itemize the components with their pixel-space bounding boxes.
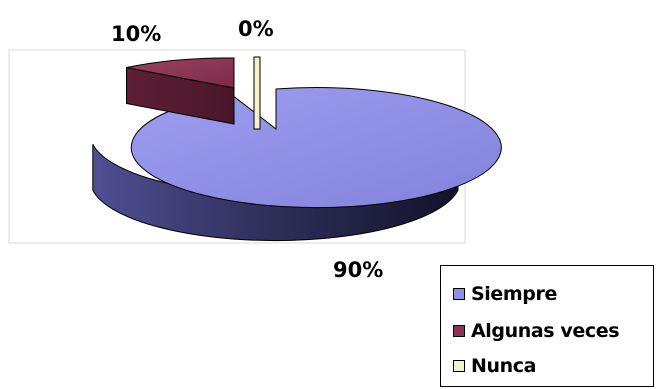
legend-label-siempre: Siempre <box>471 283 557 305</box>
nunca-slice <box>253 56 261 130</box>
legend-item-algunas-veces: Algunas veces <box>453 319 620 343</box>
algunas-veces-slice-top <box>126 57 235 89</box>
legend-swatch-nunca <box>453 360 465 372</box>
legend: Siempre Algunas veces Nunca <box>440 265 654 387</box>
label-algunas-veces-percent: 10% <box>111 22 161 46</box>
legend-swatch-siempre <box>453 288 465 300</box>
label-nunca-percent: 0% <box>238 17 274 41</box>
nunca-slice-shape <box>253 56 261 130</box>
legend-label-nunca: Nunca <box>471 355 537 377</box>
legend-swatch-algunas-veces <box>453 325 465 337</box>
algunas-veces-slice <box>126 57 235 125</box>
label-siempre-percent: 90% <box>333 258 383 282</box>
legend-item-siempre: Siempre <box>453 282 557 306</box>
legend-label-algunas-veces: Algunas veces <box>471 320 620 342</box>
legend-item-nunca: Nunca <box>453 354 536 378</box>
